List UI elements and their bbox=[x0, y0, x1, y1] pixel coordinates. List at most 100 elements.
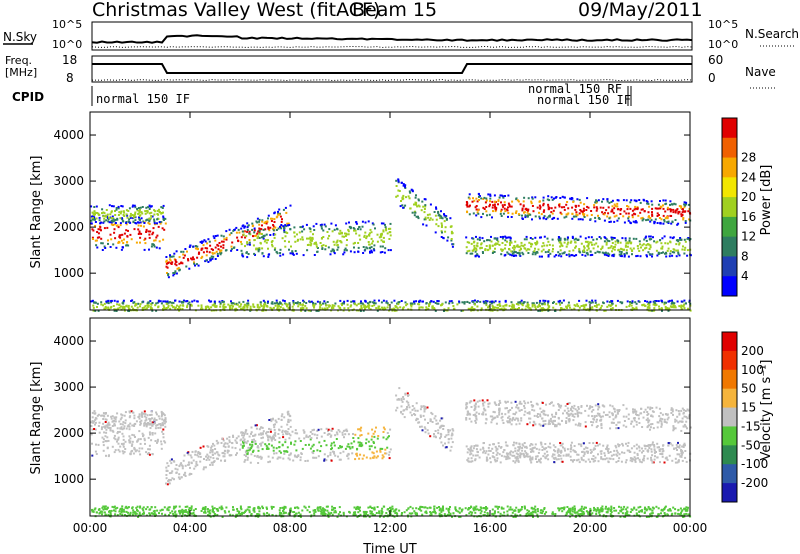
heatmap-cell bbox=[292, 309, 295, 312]
heatmap-cell bbox=[661, 413, 664, 416]
heatmap-cell bbox=[110, 415, 113, 418]
heatmap-cell bbox=[164, 425, 167, 428]
heatmap-cell bbox=[261, 448, 264, 451]
heatmap-cell bbox=[662, 204, 664, 207]
heatmap-cell bbox=[504, 247, 506, 250]
heatmap-cell bbox=[273, 211, 276, 214]
heatmap-cell bbox=[249, 305, 252, 308]
heatmap-cell bbox=[104, 421, 107, 423]
heatmap-cell bbox=[90, 300, 93, 303]
heatmap-cell bbox=[271, 301, 274, 304]
heatmap-cell bbox=[190, 473, 193, 475]
heatmap-cell bbox=[162, 300, 165, 303]
heatmap-cell bbox=[524, 247, 527, 250]
heatmap-cell bbox=[587, 206, 590, 209]
heatmap-cell bbox=[445, 215, 448, 218]
heatmap-cell bbox=[143, 424, 146, 427]
heatmap-cell bbox=[684, 220, 687, 223]
heatmap-cell bbox=[587, 247, 590, 250]
heatmap-cell bbox=[595, 420, 598, 423]
heatmap-cell bbox=[501, 419, 504, 422]
heatmap-cell bbox=[507, 252, 510, 255]
heatmap-cell bbox=[505, 456, 508, 458]
heatmap-cell bbox=[199, 446, 202, 449]
heatmap-cell bbox=[258, 428, 261, 431]
heatmap-cell bbox=[606, 200, 609, 203]
heatmap-cell bbox=[282, 253, 285, 256]
heatmap-cell bbox=[111, 217, 114, 219]
heatmap-cell bbox=[396, 302, 399, 305]
heatmap-cell bbox=[551, 244, 554, 247]
heatmap-cell bbox=[676, 300, 679, 303]
heatmap-cell bbox=[243, 432, 246, 435]
heatmap-cell bbox=[482, 447, 485, 450]
heatmap-cell bbox=[516, 457, 519, 460]
heatmap-cell bbox=[621, 237, 624, 240]
heatmap-cell bbox=[256, 217, 259, 220]
heatmap-cell bbox=[203, 239, 206, 242]
heatmap-cell bbox=[279, 252, 282, 254]
heatmap-cell bbox=[504, 407, 507, 410]
heatmap-cell bbox=[665, 421, 668, 424]
heatmap-cell bbox=[169, 259, 172, 262]
heatmap-cell bbox=[275, 452, 278, 455]
heatmap-cell bbox=[211, 304, 214, 307]
heatmap-cell bbox=[113, 434, 116, 437]
heatmap-cell bbox=[653, 445, 656, 448]
heatmap-cell bbox=[236, 303, 239, 306]
heatmap-cell bbox=[274, 302, 276, 305]
heatmap-cell bbox=[527, 248, 529, 251]
heatmap-cell bbox=[319, 450, 322, 453]
heatmap-cell bbox=[639, 211, 642, 214]
heatmap-cell bbox=[652, 427, 655, 430]
heatmap-cell bbox=[143, 421, 146, 424]
heatmap-cell bbox=[503, 307, 506, 310]
heatmap-cell bbox=[623, 254, 626, 257]
heatmap-cell bbox=[180, 462, 183, 465]
heatmap-cell bbox=[337, 305, 340, 308]
heatmap-cell bbox=[635, 221, 638, 224]
heatmap-cell bbox=[117, 240, 120, 243]
heatmap-cell bbox=[607, 247, 610, 250]
heatmap-cell bbox=[531, 196, 534, 199]
heatmap-cell bbox=[479, 246, 482, 249]
heatmap-cell bbox=[398, 190, 401, 192]
heatmap-cell bbox=[491, 304, 494, 307]
heatmap-cell bbox=[135, 222, 138, 225]
heatmap-cell bbox=[108, 426, 110, 429]
heatmap-cell bbox=[513, 308, 516, 310]
heatmap-cell bbox=[360, 426, 363, 429]
heatmap-cell bbox=[388, 457, 391, 460]
heatmap-cell bbox=[347, 233, 350, 236]
heatmap-cell bbox=[405, 304, 408, 307]
heatmap-cell bbox=[534, 196, 537, 199]
heatmap-cell bbox=[94, 417, 97, 420]
heatmap-cell bbox=[288, 248, 290, 251]
heatmap-cell bbox=[266, 302, 269, 304]
heatmap-cell bbox=[297, 454, 300, 457]
heatmap-cell bbox=[590, 241, 593, 244]
heatmap-cell bbox=[445, 217, 448, 220]
heatmap-cell bbox=[585, 209, 588, 211]
heatmap-cell bbox=[498, 409, 501, 412]
heatmap-cell bbox=[620, 248, 623, 251]
heatmap-cell bbox=[134, 211, 137, 214]
heatmap-cell bbox=[624, 461, 627, 464]
heatmap-cell bbox=[242, 233, 245, 236]
heatmap-cell bbox=[345, 233, 348, 236]
heatmap-cell bbox=[470, 309, 473, 312]
heatmap-cell bbox=[603, 219, 606, 222]
beam-label: Beam 15 bbox=[352, 0, 437, 21]
heatmap-cell bbox=[105, 215, 108, 218]
heatmap-cell bbox=[324, 302, 327, 305]
heatmap-cell bbox=[447, 441, 450, 444]
heatmap-cell bbox=[434, 302, 437, 304]
heatmap-cell bbox=[475, 197, 478, 200]
heatmap-cell bbox=[216, 243, 219, 246]
heatmap-cell bbox=[242, 444, 245, 447]
heatmap-cell bbox=[566, 236, 569, 239]
heatmap-cell bbox=[147, 305, 150, 308]
heatmap-cell bbox=[672, 425, 675, 428]
heatmap-cell bbox=[536, 416, 539, 418]
heatmap-cell bbox=[488, 213, 491, 216]
